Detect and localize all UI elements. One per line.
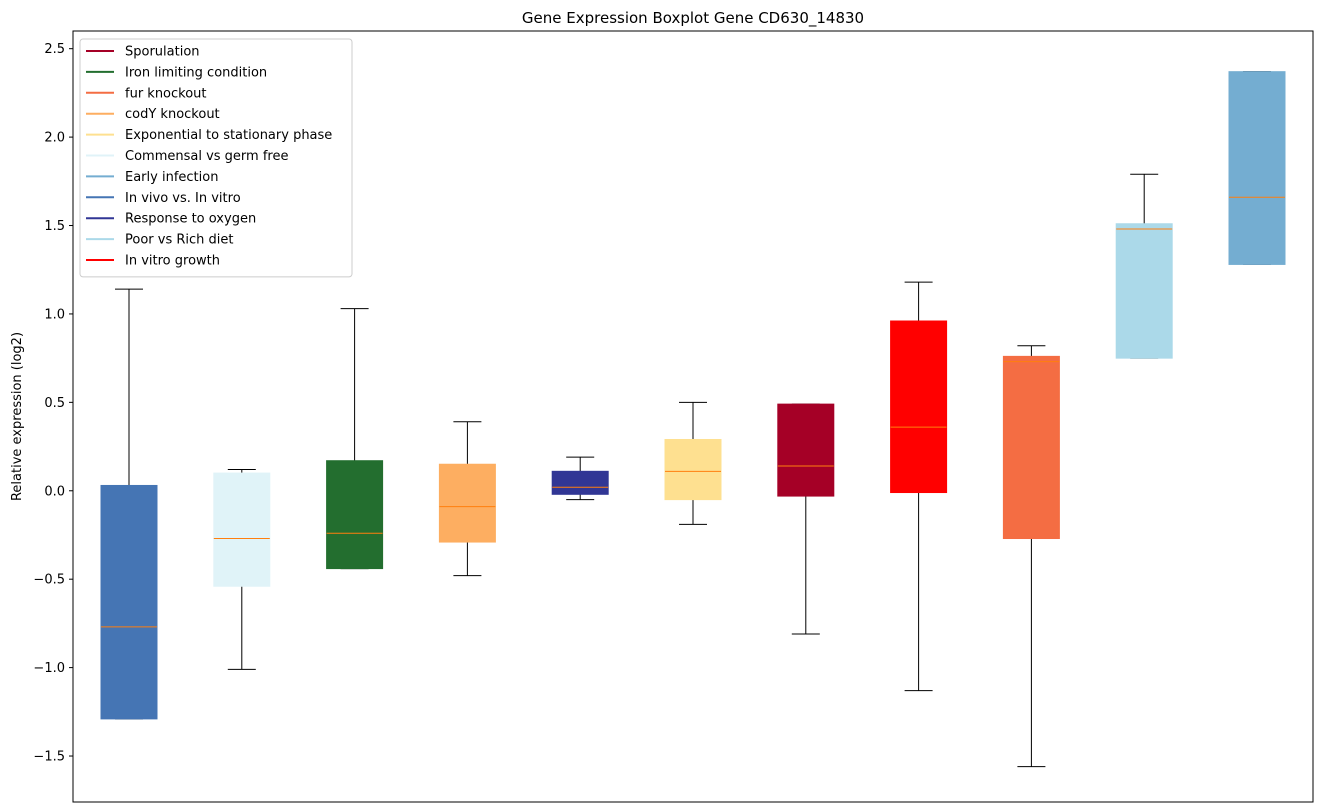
- y-tick-label: 0.5: [44, 396, 65, 411]
- legend-entry: Poor vs Rich diet: [125, 233, 233, 248]
- y-tick-label: 1.5: [44, 219, 65, 234]
- box: [890, 320, 948, 494]
- box: [551, 470, 609, 495]
- legend-entry: Commensal vs germ free: [125, 149, 288, 164]
- legend-entry: Early infection: [125, 170, 218, 185]
- box: [1228, 71, 1286, 265]
- legend-entry: Iron limiting condition: [125, 65, 267, 80]
- chart-title: Gene Expression Boxplot Gene CD630_14830: [522, 9, 864, 28]
- box: [664, 438, 722, 501]
- plot-frame: [72, 30, 1314, 803]
- legend-entry: Response to oxygen: [125, 212, 256, 227]
- y-axis-label: Relative expression (log2): [10, 332, 25, 501]
- box: [326, 460, 384, 570]
- box: [100, 484, 158, 720]
- legend: Sporulation Iron limiting condition fur kn…: [79, 38, 353, 278]
- y-tick-label: 2.0: [44, 131, 65, 146]
- box: [1002, 355, 1060, 540]
- y-tick-label: −1.0: [33, 661, 65, 676]
- legend-entry: In vivo vs. In vitro: [125, 191, 241, 206]
- legend-box: [79, 38, 353, 278]
- legend-entry: In vitro growth: [125, 254, 220, 269]
- y-tick-label: 2.5: [44, 42, 65, 57]
- y-axis: −1.5 −1.0 −0.5 0.0 0.5 1.0 1.5 2.0 2.5: [33, 42, 73, 765]
- y-tick-label: 0.0: [44, 484, 65, 499]
- box: [438, 463, 496, 543]
- y-tick-label: 1.0: [44, 307, 65, 322]
- box: [213, 472, 271, 587]
- y-tick-label: −0.5: [33, 573, 65, 588]
- boxes-group: [100, 71, 1286, 768]
- legend-entry: Sporulation: [125, 45, 200, 60]
- legend-entry: fur knockout: [125, 86, 207, 101]
- legend-entry: codY knockout: [125, 107, 220, 122]
- legend-entry: Exponential to stationary phase: [125, 128, 332, 143]
- y-tick-label: −1.5: [33, 750, 65, 765]
- box: [777, 403, 835, 497]
- box: [1115, 223, 1173, 359]
